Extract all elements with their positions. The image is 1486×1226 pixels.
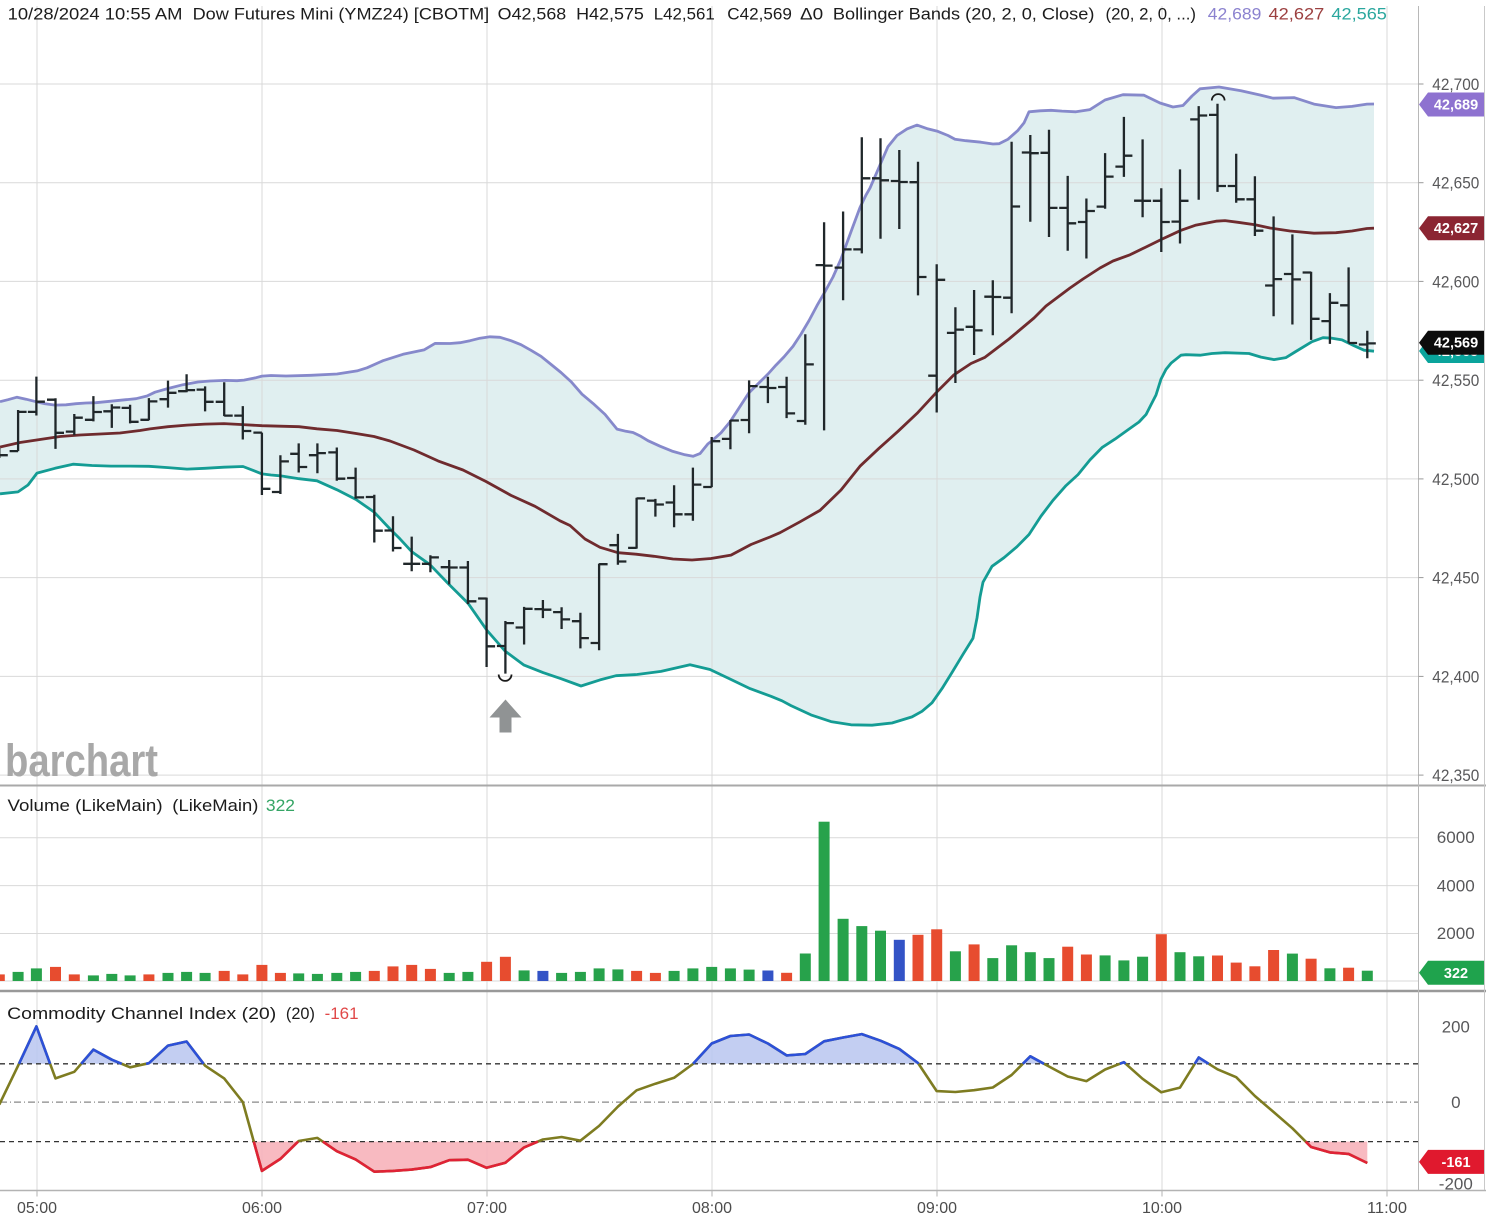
svg-text:6000: 6000 (1437, 828, 1475, 847)
svg-text:0: 0 (1451, 1093, 1460, 1112)
svg-text:(20, 2, 0, ...): (20, 2, 0, ...) (1106, 5, 1197, 24)
svg-text:05:00: 05:00 (17, 1200, 57, 1217)
svg-text:L42,561: L42,561 (654, 5, 715, 24)
svg-text:42,600: 42,600 (1432, 272, 1479, 291)
svg-text:42,689: 42,689 (1208, 5, 1262, 24)
svg-text:06:00: 06:00 (242, 1200, 282, 1217)
svg-text:200: 200 (1442, 1018, 1470, 1037)
svg-text:42,650: 42,650 (1432, 174, 1479, 193)
svg-text:-161: -161 (325, 1004, 359, 1023)
svg-text:42,350: 42,350 (1432, 766, 1479, 785)
svg-text:H42,575: H42,575 (576, 5, 644, 24)
svg-text:42,450: 42,450 (1432, 569, 1479, 588)
svg-text:42,400: 42,400 (1432, 667, 1479, 686)
svg-text:O42,568: O42,568 (498, 5, 567, 24)
svg-text:07:00: 07:00 (467, 1200, 507, 1217)
svg-text:322: 322 (1444, 966, 1468, 982)
svg-text:C42,569: C42,569 (727, 5, 792, 24)
svg-text:10:00: 10:00 (1142, 1200, 1182, 1217)
svg-text:42,500: 42,500 (1432, 470, 1479, 489)
svg-text:Dow Futures Mini (YMZ24) [CBOT: Dow Futures Mini (YMZ24) [CBOTM] (193, 5, 490, 24)
svg-text:(LikeMain): (LikeMain) (172, 796, 258, 815)
svg-text:42,569: 42,569 (1434, 336, 1478, 352)
svg-text:Volume (LikeMain): Volume (LikeMain) (8, 796, 163, 815)
svg-text:42,689: 42,689 (1434, 98, 1478, 114)
svg-text:42,550: 42,550 (1432, 371, 1479, 390)
svg-text:10/28/2024 10:55 AM: 10/28/2024 10:55 AM (8, 5, 183, 24)
svg-text:(20): (20) (286, 1004, 315, 1023)
svg-text:Commodity Channel Index (20): Commodity Channel Index (20) (7, 1004, 276, 1023)
svg-text:322: 322 (266, 796, 295, 815)
svg-text:08:00: 08:00 (692, 1200, 732, 1217)
svg-text:barchart: barchart (5, 735, 158, 786)
svg-text:2000: 2000 (1437, 924, 1475, 943)
svg-text:42,565: 42,565 (1331, 5, 1387, 24)
svg-text:42,627: 42,627 (1269, 5, 1325, 24)
svg-text:42,700: 42,700 (1432, 75, 1479, 94)
svg-text:09:00: 09:00 (917, 1200, 957, 1217)
svg-text:Δ0: Δ0 (800, 5, 823, 24)
svg-text:4000: 4000 (1437, 877, 1475, 896)
svg-text:11:00: 11:00 (1367, 1200, 1407, 1217)
svg-text:Bollinger Bands (20, 2, 0, Clo: Bollinger Bands (20, 2, 0, Close) (833, 5, 1095, 24)
svg-text:-161: -161 (1441, 1155, 1470, 1171)
svg-text:42,627: 42,627 (1434, 221, 1478, 237)
svg-text:-200: -200 (1439, 1174, 1473, 1193)
